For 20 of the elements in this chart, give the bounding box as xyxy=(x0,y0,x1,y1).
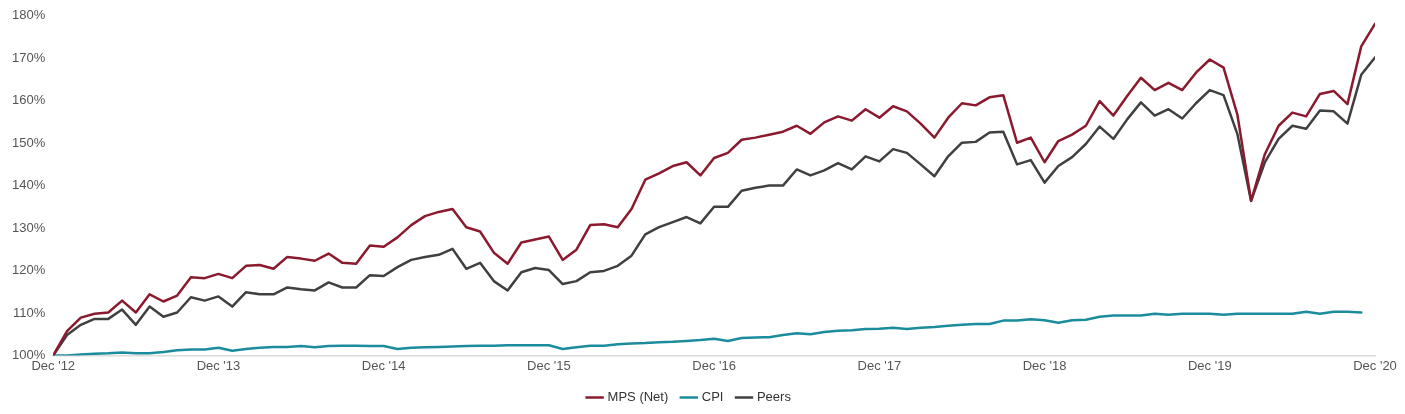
x-tick-label: Dec '17 xyxy=(857,357,902,373)
x-tick-label: Dec '15 xyxy=(527,357,571,373)
x-tick-label: Dec '13 xyxy=(196,357,241,373)
y-tick-label: 100% xyxy=(12,346,46,362)
y-tick-label: 130% xyxy=(12,219,46,235)
x-tick-label: Dec '19 xyxy=(1187,357,1232,373)
y-tick-label: 150% xyxy=(12,134,46,150)
x-tick-label: Dec '20 xyxy=(1353,357,1397,373)
legend-label: Peers xyxy=(756,389,792,405)
y-tick-label: 120% xyxy=(12,262,46,278)
y-tick-label: 180% xyxy=(12,7,46,23)
x-tick-label: Dec '16 xyxy=(692,357,736,373)
legend-label: MPS (Net) xyxy=(607,389,669,405)
y-tick-label: 140% xyxy=(12,177,46,193)
y-tick-label: 170% xyxy=(12,49,46,65)
y-tick-label: 160% xyxy=(12,92,46,108)
y-tick-label: 110% xyxy=(12,304,46,320)
x-tick-label: Dec '18 xyxy=(1022,357,1067,373)
legend-label: CPI xyxy=(701,389,724,405)
x-tick-label: Dec '14 xyxy=(361,357,406,373)
